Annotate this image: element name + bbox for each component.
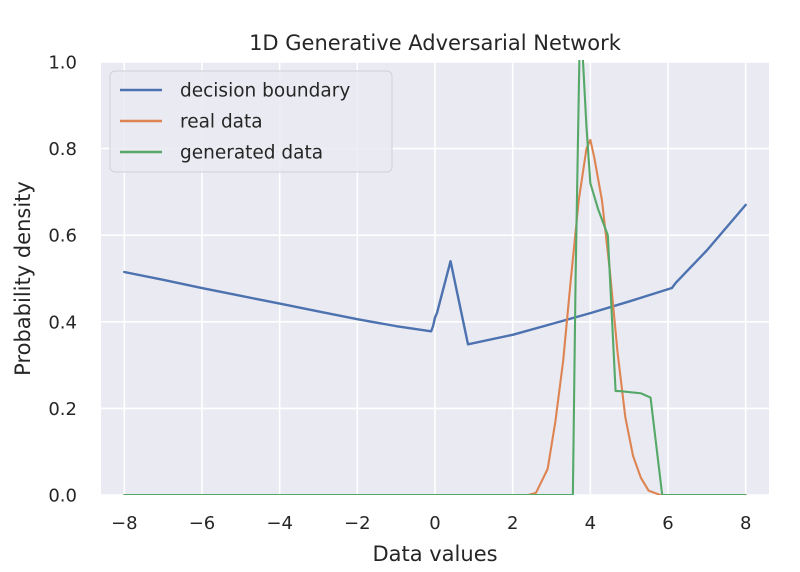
series-line-2 bbox=[123, 138, 747, 495]
y-tick-label: 0.6 bbox=[48, 226, 77, 247]
x-tick-label: −6 bbox=[189, 513, 216, 534]
y-tick-label: 0.8 bbox=[48, 139, 77, 160]
series-line-3 bbox=[123, 60, 747, 495]
x-tick-label: 4 bbox=[585, 513, 596, 534]
y-tick-label: 0.0 bbox=[48, 486, 77, 507]
y-tick-label: 0.2 bbox=[48, 399, 77, 420]
legend-label: decision boundary bbox=[180, 81, 350, 102]
legend-label: real data bbox=[180, 112, 263, 133]
x-axis-label: Data values bbox=[372, 542, 497, 566]
chart-title: 1D Generative Adversarial Network bbox=[249, 31, 622, 55]
x-tick-label: 0 bbox=[429, 513, 440, 534]
x-tick-label: 6 bbox=[662, 513, 673, 534]
x-tick-label: −4 bbox=[266, 513, 293, 534]
y-axis-label: Probability density bbox=[11, 181, 35, 376]
x-axis-ticks: −8 −6 −4 −2 0 2 4 6 8 bbox=[111, 513, 751, 534]
x-tick-label: −2 bbox=[344, 513, 371, 534]
y-axis-ticks: 0.0 0.2 0.4 0.6 0.8 1.0 bbox=[48, 53, 77, 507]
y-tick-label: 0.4 bbox=[48, 312, 77, 333]
legend: decision boundary real data generated data bbox=[109, 70, 393, 173]
x-tick-label: 8 bbox=[740, 513, 751, 534]
x-tick-label: 2 bbox=[507, 513, 518, 534]
series-line-1 bbox=[123, 203, 747, 346]
legend-label: generated data bbox=[180, 143, 323, 164]
legend-box bbox=[109, 70, 393, 173]
series-layer bbox=[123, 60, 747, 495]
x-tick-label: −8 bbox=[111, 513, 138, 534]
y-tick-label: 1.0 bbox=[48, 53, 77, 74]
